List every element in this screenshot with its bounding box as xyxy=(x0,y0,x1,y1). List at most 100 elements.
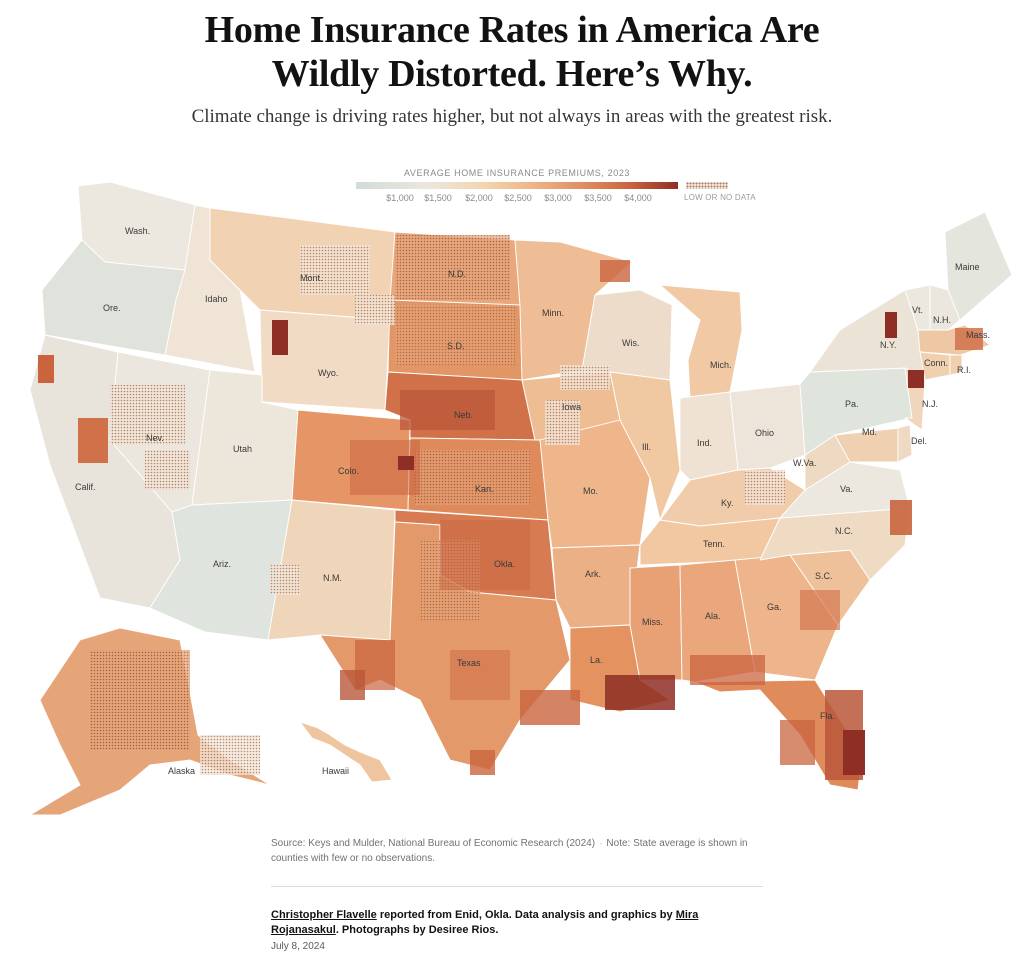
high-rate-area xyxy=(38,355,54,383)
legend-no-data-label: LOW OR NO DATA xyxy=(684,193,756,202)
high-rate-area xyxy=(78,418,108,463)
no-data-area xyxy=(415,450,530,505)
state-label-miss: Miss. xyxy=(642,617,663,627)
state-label-ark: Ark. xyxy=(585,569,601,579)
state-label-calif: Calif. xyxy=(75,482,96,492)
state-label-nc: N.C. xyxy=(835,526,853,536)
no-data-area xyxy=(745,470,785,505)
source-separator: · xyxy=(599,838,603,849)
state-label-del: Del. xyxy=(911,436,927,446)
no-data-area xyxy=(300,245,370,295)
state-del xyxy=(897,424,913,463)
state-label-ny: N.Y. xyxy=(880,340,896,350)
high-rate-area xyxy=(450,650,510,700)
high-rate-area xyxy=(955,328,983,350)
high-rate-area xyxy=(440,520,530,590)
state-label-conn: Conn. xyxy=(924,358,948,368)
publish-date: July 8, 2024 xyxy=(271,941,325,952)
state-label-mich: Mich. xyxy=(710,360,732,370)
state-label-sd: S.D. xyxy=(447,341,465,351)
no-data-area xyxy=(560,365,610,390)
state-label-nm: N.M. xyxy=(323,573,342,583)
byline-middle: reported from Enid, Okla. Data analysis … xyxy=(376,909,676,921)
state-label-wis: Wis. xyxy=(622,338,640,348)
state-label-neb: Neb. xyxy=(454,410,473,420)
state-label-nh: N.H. xyxy=(933,315,951,325)
state-label-ri: R.I. xyxy=(957,365,971,375)
state-label-ind: Ind. xyxy=(697,438,712,448)
state-mich xyxy=(659,284,743,399)
no-data-area xyxy=(90,650,190,750)
state-label-minn: Minn. xyxy=(542,308,564,318)
state-label-utah: Utah xyxy=(233,444,252,454)
state-label-alaska: Alaska xyxy=(168,766,195,776)
legend-color-ramp xyxy=(356,182,678,189)
legend-title: AVERAGE HOME INSURANCE PREMIUMS, 2023 xyxy=(403,168,631,178)
source-text: Source: Keys and Mulder, National Bureau… xyxy=(271,838,596,849)
dek: Climate change is driving rates higher, … xyxy=(191,106,833,127)
state-label-mass: Mass. xyxy=(966,330,990,340)
high-rate-area xyxy=(400,390,495,430)
state-nh xyxy=(929,284,961,331)
state-label-idaho: Idaho xyxy=(205,294,228,304)
state-label-ohio: Ohio xyxy=(755,428,774,438)
divider xyxy=(271,886,763,887)
state-label-fla: Fla. xyxy=(820,711,835,721)
state-maine xyxy=(944,211,1013,321)
no-data-area xyxy=(355,295,395,325)
high-rate-area xyxy=(605,675,675,710)
state-label-kan: Kan. xyxy=(475,484,494,494)
high-rate-area xyxy=(398,456,414,470)
high-rate-area xyxy=(520,690,580,725)
state-label-vt: Vt. xyxy=(912,305,923,315)
state-label-nj: N.J. xyxy=(922,399,938,409)
county-texture xyxy=(38,235,983,780)
legend-tick: $1,500 xyxy=(424,193,452,203)
state-label-texas: Texas xyxy=(457,658,481,668)
state-label-ore: Ore. xyxy=(103,303,121,313)
state-label-hawaii: Hawaii xyxy=(322,766,349,776)
state-label-okla: Okla. xyxy=(494,559,515,569)
state-label-tenn: Tenn. xyxy=(703,539,725,549)
author-link[interactable]: Christopher Flavelle xyxy=(271,909,377,921)
state-label-md: Md. xyxy=(862,427,877,437)
high-rate-area xyxy=(690,655,765,685)
legend-tick: $3,000 xyxy=(544,193,572,203)
headline-line-2: Wildly Distorted. Here’s Why. xyxy=(271,53,753,95)
high-rate-area xyxy=(843,730,865,775)
analyst-link[interactable]: Mira Rojanasakul xyxy=(271,909,699,936)
high-rate-area xyxy=(340,670,365,700)
legend-tick: $4,000 xyxy=(624,193,652,203)
state-label-va: Va. xyxy=(840,484,853,494)
byline-end: . Photographs by Desiree Rios. xyxy=(335,924,499,936)
state-label-la: La. xyxy=(590,655,603,665)
state-label-ky: Ky. xyxy=(721,498,733,508)
high-rate-area xyxy=(885,312,897,338)
state-label-wyo: Wyo. xyxy=(318,368,338,378)
byline: Christopher Flavelle reported from Enid,… xyxy=(271,908,763,938)
state-ri xyxy=(949,354,963,376)
state-label-mont: Mont. xyxy=(300,273,323,283)
state-label-colo: Colo. xyxy=(338,466,359,476)
state-hawaii xyxy=(299,721,393,783)
no-data-area xyxy=(395,305,515,365)
state-label-ga: Ga. xyxy=(767,602,782,612)
legend-tick: $1,000 xyxy=(386,193,414,203)
state-label-pa: Pa. xyxy=(845,399,859,409)
legend-ticks: $1,000 $1,500 $2,000 $2,500 $3,000 $3,50… xyxy=(356,193,678,205)
state-label-iowa: Iowa xyxy=(562,402,581,412)
legend-no-data-swatch xyxy=(686,182,728,189)
legend-tick: $2,000 xyxy=(465,193,493,203)
state-label-ala: Ala. xyxy=(705,611,721,621)
state-label-ariz: Ariz. xyxy=(213,559,231,569)
note-text: Note: State average is shown in counties… xyxy=(271,838,748,864)
no-data-area xyxy=(145,450,190,490)
no-data-area xyxy=(270,565,300,595)
state-ark xyxy=(551,544,641,629)
state-ind xyxy=(679,391,739,481)
high-rate-area xyxy=(908,370,924,388)
high-rate-area xyxy=(890,500,912,535)
state-va xyxy=(779,461,911,519)
state-label-sc: S.C. xyxy=(815,571,833,581)
